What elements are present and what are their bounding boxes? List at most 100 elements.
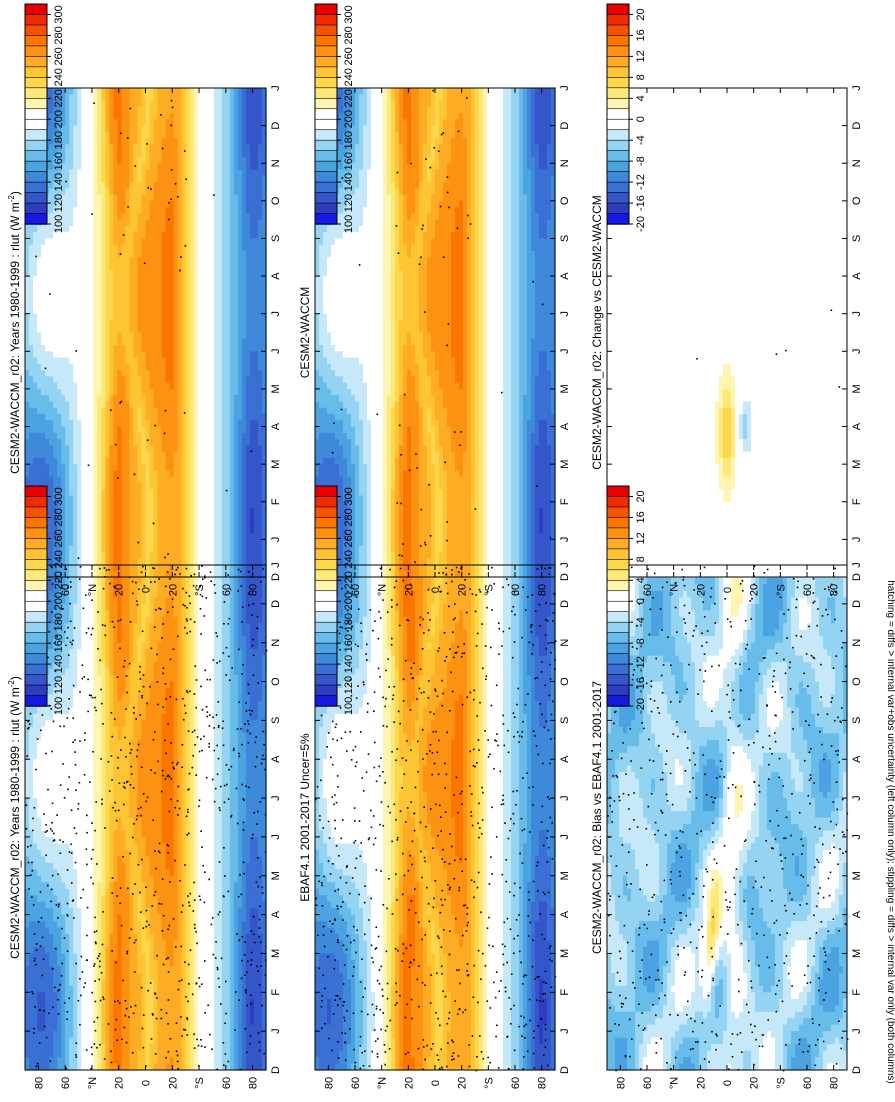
field-cell [61,902,66,909]
field-cell [45,792,50,799]
field-cell [61,830,66,837]
field-cell [101,843,106,850]
field-cell [89,830,94,837]
field-cell [105,843,110,850]
field-cell [97,889,102,896]
field-cell [37,902,42,909]
field-cell [89,727,94,734]
field-cell [41,720,46,727]
field-cell [85,766,90,773]
field-cell [105,921,110,928]
field-cell [89,643,94,650]
field-cell [61,746,66,753]
field-cell [29,850,34,857]
field-cell [25,1018,30,1025]
field-cell [25,999,30,1006]
field-cell [89,966,94,973]
field-cell [69,1012,74,1019]
field-cell [69,941,74,948]
field-cell [81,805,86,812]
field-cell [53,766,58,773]
field-cell [73,656,78,663]
field-cell [77,707,82,714]
field-cell [45,1044,50,1051]
field-cell [97,740,102,747]
field-cell [77,811,82,818]
field-cell [49,772,54,779]
field-cell [77,772,82,779]
field-cell [41,941,46,948]
field-cell [53,1031,58,1038]
field-cell [57,843,62,850]
field-cell [65,617,70,624]
field-cell [93,766,98,773]
field-cell [77,636,82,643]
field-cell [57,1044,62,1051]
field-cell [105,682,110,689]
field-cell [49,979,54,986]
field-cell [81,1044,86,1051]
field-cell [93,1031,98,1038]
field-cell [113,753,118,760]
field-cell [57,759,62,766]
field-cell [77,908,82,915]
field-cell [93,688,98,695]
field-cell [113,675,118,682]
field-cell [69,979,74,986]
field-cell [113,701,118,708]
field-cell [97,928,102,935]
field-cell [105,792,110,799]
field-cell [77,850,82,857]
field-cell [97,682,102,689]
field-cell [113,727,118,734]
field-cell [37,753,42,760]
field-cell [73,649,78,656]
field-cell [65,779,70,786]
field-cell [25,966,30,973]
field-cell [81,584,86,591]
field-cell [45,1005,50,1012]
field-cell [93,682,98,689]
field-cell [85,669,90,676]
field-cell [89,714,94,721]
field-cell [105,727,110,734]
field-cell [109,863,114,870]
field-cell [113,779,118,786]
field-cell [89,682,94,689]
field-cell [89,772,94,779]
field-cell [89,656,94,663]
field-cell [113,999,118,1006]
field-cell [45,766,50,773]
field-cell [73,597,78,604]
field-cell [85,811,90,818]
field-cell [45,772,50,779]
field-cell [69,934,74,941]
field-cell [101,979,106,986]
field-cell [69,863,74,870]
field-cell [105,759,110,766]
field-cell [105,798,110,805]
field-cell [77,694,82,701]
field-cell [49,1044,54,1051]
field-cell [33,986,38,993]
field-cell [77,928,82,935]
field-cell [113,941,118,948]
field-cell [53,953,58,960]
field-cell [73,805,78,812]
field-cell [41,856,46,863]
field-cell [65,604,70,611]
field-cell [69,662,74,669]
field-cell [69,830,74,837]
field-cell [85,597,90,604]
field-cell [89,701,94,708]
field-cell [101,818,106,825]
field-cell [33,973,38,980]
field-cell [85,915,90,922]
field-cell [77,675,82,682]
field-cell [109,669,114,676]
field-cell [73,662,78,669]
field-cell [45,714,50,721]
field-cell [117,960,122,967]
field-cell [45,895,50,902]
field-cell [53,915,58,922]
